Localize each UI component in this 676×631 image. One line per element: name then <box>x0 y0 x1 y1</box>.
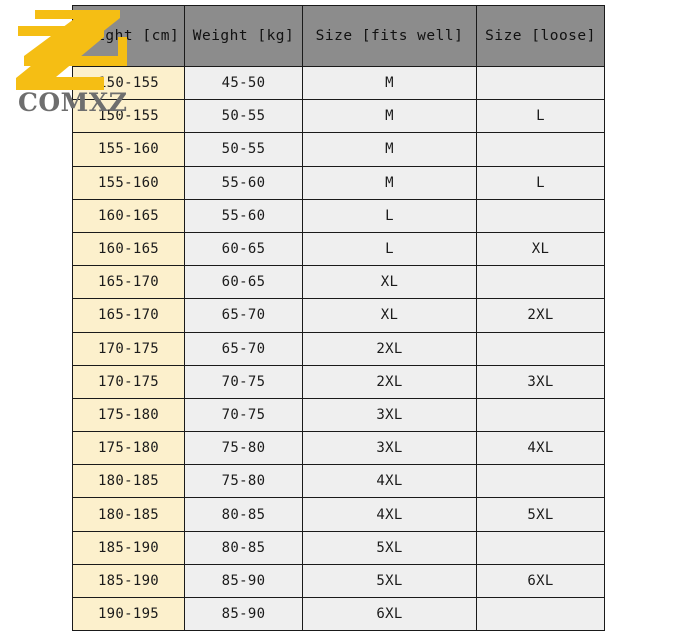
table-row: 160-165 55-60 L <box>72 198 605 233</box>
cell-size-loose: 2XL <box>476 298 605 333</box>
table-row: 175-180 70-75 3XL <box>72 397 605 433</box>
table-row: 165-170 65-70 XL 2XL <box>72 298 605 333</box>
cell-size-fits: 4XL <box>302 464 477 499</box>
cell-size-loose: 4XL <box>476 431 605 466</box>
cell-height: 190-195 <box>72 596 185 631</box>
cell-weight: 75-80 <box>184 431 303 466</box>
cell-weight: 60-65 <box>184 231 303 267</box>
cell-size-fits: L <box>302 198 477 233</box>
cell-size-loose: 3XL <box>476 364 605 399</box>
cell-weight: 80-85 <box>184 497 303 532</box>
cell-height: 175-180 <box>72 431 185 466</box>
cell-size-loose <box>476 265 605 300</box>
cell-size-fits: M <box>302 165 477 200</box>
cell-size-fits: L <box>302 231 477 267</box>
cell-weight: 65-70 <box>184 298 303 333</box>
cell-size-loose: L <box>476 165 605 200</box>
cell-weight: 85-90 <box>184 596 303 631</box>
cell-height: 165-170 <box>72 265 185 300</box>
cell-size-fits: M <box>302 99 477 134</box>
cell-height: 180-185 <box>72 464 185 499</box>
cell-size-loose: XL <box>476 231 605 267</box>
table-row: 190-195 85-90 6XL <box>72 596 605 631</box>
cell-height: 150-155 <box>72 99 185 134</box>
cell-size-loose <box>476 331 605 366</box>
cell-size-fits: 5XL <box>302 530 477 565</box>
cell-weight: 75-80 <box>184 464 303 499</box>
table-row: 160-165 60-65 L XL <box>72 231 605 267</box>
cell-size-fits: 3XL <box>302 431 477 466</box>
cell-size-fits: M <box>302 132 477 167</box>
cell-size-fits: M <box>302 65 477 101</box>
cell-weight: 65-70 <box>184 331 303 366</box>
table-row: 170-175 65-70 2XL <box>72 331 605 366</box>
table-row: 165-170 60-65 XL <box>72 265 605 300</box>
cell-size-loose: 5XL <box>476 497 605 532</box>
table-row: 150-155 50-55 M L <box>72 99 605 134</box>
cell-size-fits: 3XL <box>302 397 477 433</box>
cell-size-loose <box>476 397 605 433</box>
table-header: Height [cm] Weight [kg] Size [fits well]… <box>72 5 605 67</box>
cell-size-fits: XL <box>302 265 477 300</box>
table-header-row: Height [cm] Weight [kg] Size [fits well]… <box>72 5 605 67</box>
table-row: 185-190 80-85 5XL <box>72 530 605 565</box>
table-body: 150-155 45-50 M 150-155 50-55 M L 155-160 50-55 M… <box>72 65 605 631</box>
cell-size-fits: 5XL <box>302 563 477 599</box>
table-row: 185-190 85-90 5XL 6XL <box>72 563 605 599</box>
cell-weight: 55-60 <box>184 165 303 200</box>
cell-weight: 50-55 <box>184 99 303 134</box>
cell-height: 150-155 <box>72 65 185 101</box>
table-row: 175-180 75-80 3XL 4XL <box>72 431 605 466</box>
column-header-height: Height [cm] <box>72 5 185 67</box>
cell-size-loose: 6XL <box>476 563 605 599</box>
column-header-weight: Weight [kg] <box>184 5 303 67</box>
cell-height: 165-170 <box>72 298 185 333</box>
cell-height: 185-190 <box>72 563 185 599</box>
cell-height: 175-180 <box>72 397 185 433</box>
cell-weight: 85-90 <box>184 563 303 599</box>
cell-size-fits: 2XL <box>302 364 477 399</box>
cell-height: 170-175 <box>72 364 185 399</box>
cell-size-fits: 6XL <box>302 596 477 631</box>
cell-size-loose <box>476 596 605 631</box>
cell-weight: 55-60 <box>184 198 303 233</box>
cell-weight: 80-85 <box>184 530 303 565</box>
table-row: 155-160 50-55 M <box>72 132 605 167</box>
table-row: 150-155 45-50 M <box>72 65 605 101</box>
cell-size-loose: L <box>476 99 605 134</box>
cell-weight: 70-75 <box>184 397 303 433</box>
column-header-size-loose: Size [loose] <box>476 5 605 67</box>
cell-height: 180-185 <box>72 497 185 532</box>
cell-size-loose <box>476 530 605 565</box>
cell-weight: 60-65 <box>184 265 303 300</box>
cell-height: 155-160 <box>72 132 185 167</box>
cell-size-loose <box>476 198 605 233</box>
cell-height: 160-165 <box>72 231 185 267</box>
table-row: 155-160 55-60 M L <box>72 165 605 200</box>
cell-weight: 45-50 <box>184 65 303 101</box>
cell-height: 170-175 <box>72 331 185 366</box>
cell-size-loose <box>476 65 605 101</box>
cell-size-fits: XL <box>302 298 477 333</box>
cell-size-loose <box>476 464 605 499</box>
table-row: 180-185 80-85 4XL 5XL <box>72 497 605 532</box>
cell-size-loose <box>476 132 605 167</box>
cell-height: 160-165 <box>72 198 185 233</box>
cell-weight: 50-55 <box>184 132 303 167</box>
cell-height: 155-160 <box>72 165 185 200</box>
cell-height: 185-190 <box>72 530 185 565</box>
cell-size-fits: 2XL <box>302 331 477 366</box>
cell-size-fits: 4XL <box>302 497 477 532</box>
size-chart-table: Height [cm] Weight [kg] Size [fits well]… <box>72 5 605 631</box>
column-header-size-fits-well: Size [fits well] <box>302 5 477 67</box>
table-row: 180-185 75-80 4XL <box>72 464 605 499</box>
cell-weight: 70-75 <box>184 364 303 399</box>
table-row: 170-175 70-75 2XL 3XL <box>72 364 605 399</box>
